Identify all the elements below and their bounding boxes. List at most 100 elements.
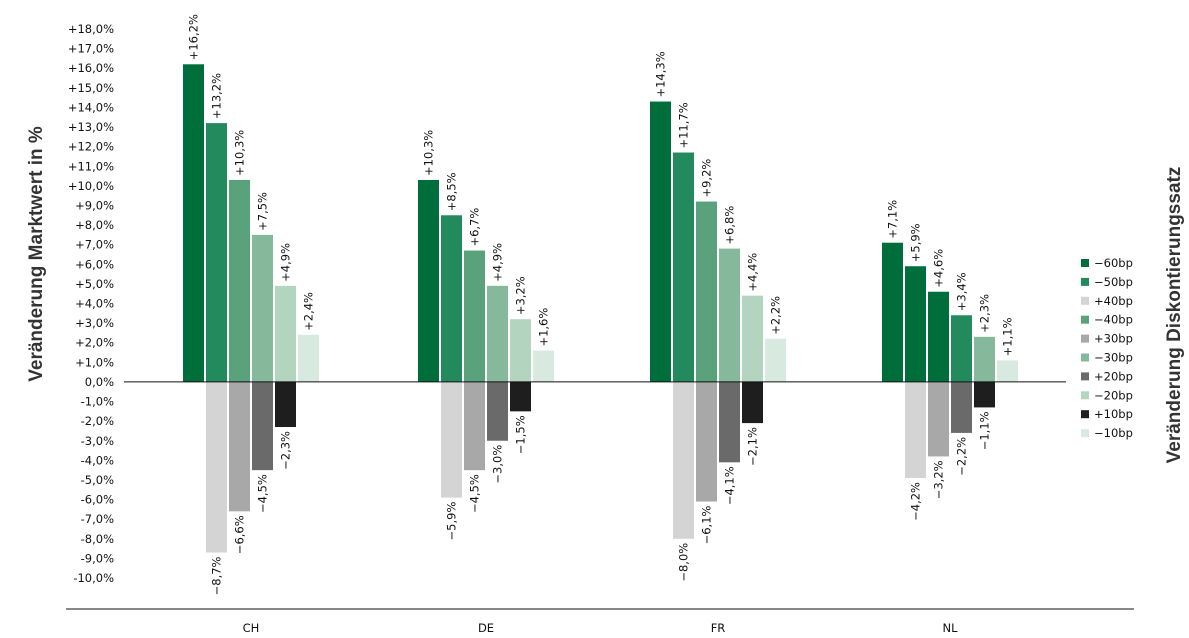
legend-swatch bbox=[1081, 296, 1089, 305]
data-label: +7,5% bbox=[256, 192, 270, 231]
y-tick-label: +5,0% bbox=[75, 277, 114, 291]
data-label: +3,4% bbox=[955, 272, 969, 311]
bar bbox=[905, 266, 926, 382]
legend-swatch bbox=[1081, 391, 1089, 400]
y-tick-label: +12,0% bbox=[68, 140, 114, 154]
bar bbox=[252, 234, 273, 382]
bar bbox=[882, 242, 903, 382]
bar bbox=[183, 64, 204, 382]
data-label: −6,1% bbox=[700, 505, 714, 544]
data-label: +5,9% bbox=[909, 223, 923, 262]
bar bbox=[951, 315, 972, 382]
legend-entry: +20bp bbox=[1094, 369, 1133, 383]
y-axis-title: Veränderung Marktwert in % bbox=[26, 126, 47, 382]
y-tick-label: +6,0% bbox=[75, 257, 114, 271]
bar bbox=[441, 215, 462, 382]
y-tick-label: +7,0% bbox=[75, 238, 114, 252]
data-label: +8,5% bbox=[445, 172, 459, 211]
data-label: +4,4% bbox=[746, 253, 760, 292]
bar bbox=[510, 381, 531, 412]
bar bbox=[252, 381, 273, 471]
legend-swatch bbox=[1081, 429, 1089, 438]
legend-entry: −10bp bbox=[1094, 426, 1133, 440]
bar bbox=[464, 250, 485, 382]
y-tick-label: +14,0% bbox=[68, 100, 114, 114]
y-tick-label: +11,0% bbox=[68, 159, 114, 173]
data-label: −8,7% bbox=[210, 556, 224, 595]
y-tick-label: -9,0% bbox=[81, 551, 114, 565]
data-label: +7,1% bbox=[886, 200, 900, 239]
y-tick-label: -6,0% bbox=[81, 493, 114, 507]
category-label: CH bbox=[243, 621, 260, 635]
y-tick-label: -3,0% bbox=[81, 434, 114, 448]
bar bbox=[765, 338, 786, 382]
data-label: +10,3% bbox=[422, 130, 436, 176]
bar bbox=[719, 248, 740, 382]
bar bbox=[441, 381, 462, 498]
data-label: −2,3% bbox=[279, 431, 293, 470]
data-label: +4,9% bbox=[279, 243, 293, 282]
data-label: +10,3% bbox=[233, 130, 247, 176]
bar bbox=[487, 285, 508, 382]
bar bbox=[673, 152, 694, 382]
bar bbox=[696, 201, 717, 382]
bar bbox=[650, 101, 671, 382]
legend-swatch bbox=[1081, 259, 1089, 267]
bar bbox=[533, 350, 554, 382]
bar bbox=[928, 291, 949, 382]
data-label: −3,2% bbox=[932, 460, 946, 499]
legend-entry: −30bp bbox=[1094, 351, 1133, 365]
bar bbox=[951, 381, 972, 433]
bar bbox=[974, 381, 995, 408]
y-tick-label: -2,0% bbox=[81, 414, 114, 428]
legend-entry: −20bp bbox=[1094, 388, 1133, 402]
bar bbox=[742, 295, 763, 382]
data-label: −2,1% bbox=[746, 427, 760, 466]
data-label: −1,1% bbox=[978, 411, 992, 450]
data-label: +6,8% bbox=[723, 206, 737, 245]
data-label: −5,9% bbox=[445, 502, 459, 541]
data-label: +4,9% bbox=[491, 243, 505, 282]
legend-entry: −40bp bbox=[1094, 313, 1133, 327]
bar bbox=[974, 336, 995, 382]
data-label: +3,2% bbox=[514, 276, 528, 315]
bar bbox=[487, 381, 508, 441]
bar bbox=[229, 179, 250, 382]
bar bbox=[298, 334, 319, 382]
y-tick-label: +3,0% bbox=[75, 316, 114, 330]
bar bbox=[997, 360, 1018, 382]
y-tick-label: +2,0% bbox=[75, 336, 114, 350]
bar bbox=[464, 381, 485, 471]
y-tick-label: -7,0% bbox=[81, 512, 114, 526]
data-label: +2,2% bbox=[769, 296, 783, 335]
legend-swatch bbox=[1081, 315, 1089, 324]
y-tick-label: +17,0% bbox=[68, 42, 114, 56]
data-label: +4,6% bbox=[932, 249, 946, 288]
data-label: −8,0% bbox=[677, 543, 691, 582]
bar bbox=[418, 179, 439, 382]
data-label: +1,6% bbox=[537, 308, 551, 347]
legend-entry: +40bp bbox=[1094, 294, 1133, 308]
y-tick-label: +10,0% bbox=[68, 179, 114, 193]
bar bbox=[928, 381, 949, 457]
bar bbox=[206, 123, 227, 382]
data-label: −4,1% bbox=[723, 466, 737, 505]
data-label: +6,7% bbox=[468, 208, 482, 247]
data-label: −4,5% bbox=[468, 474, 482, 513]
bar bbox=[206, 381, 227, 553]
y-tick-label: -4,0% bbox=[81, 453, 114, 467]
y-tick-label: -8,0% bbox=[81, 532, 114, 546]
y-tick-label: -1,0% bbox=[81, 395, 114, 409]
y-tick-label: +9,0% bbox=[75, 198, 114, 212]
y-tick-label: +4,0% bbox=[75, 297, 114, 311]
legend-swatch bbox=[1081, 410, 1089, 419]
y-tick-label: +18,0% bbox=[68, 22, 114, 36]
y-tick-label: -5,0% bbox=[81, 473, 114, 487]
data-label: +9,2% bbox=[700, 159, 714, 198]
data-label: +2,3% bbox=[978, 294, 992, 333]
bar bbox=[673, 381, 694, 539]
y-tick-label: 0,0% bbox=[85, 375, 114, 389]
category-label: FR bbox=[711, 621, 726, 635]
data-label: −6,6% bbox=[233, 515, 247, 554]
